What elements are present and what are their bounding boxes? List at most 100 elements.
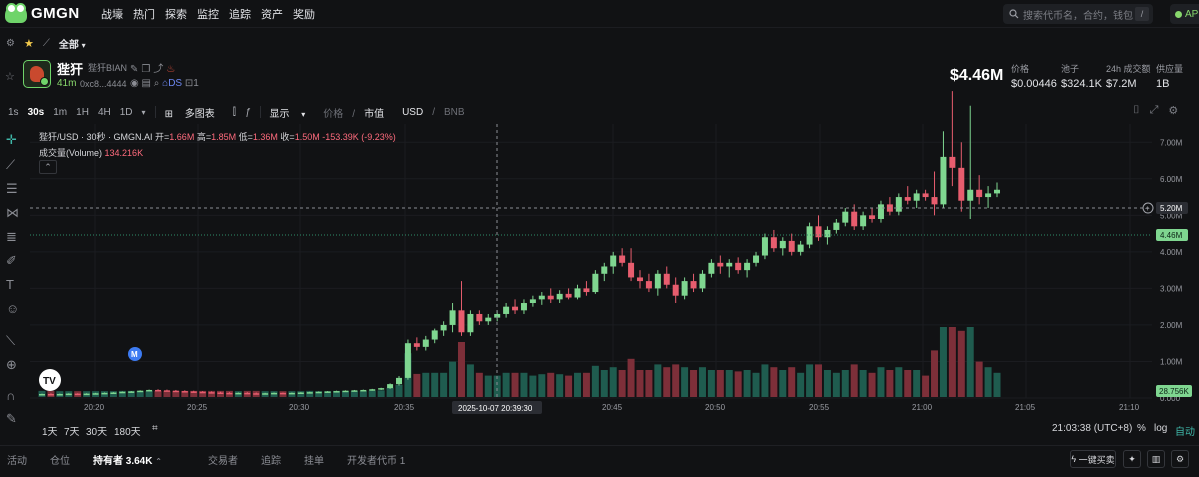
brush-icon[interactable]: ✐ xyxy=(6,253,17,268)
emoji-icon[interactable]: ☺ xyxy=(6,301,20,316)
volume-bar xyxy=(493,375,501,397)
tab-positions[interactable]: 仓位 xyxy=(50,456,70,467)
panel-settings-gear-icon[interactable]: ⚙ xyxy=(1171,450,1189,468)
search-input[interactable]: 搜索代币名，合约，钱包 / xyxy=(1003,4,1153,24)
copy-icon[interactable]: ❐ xyxy=(141,64,154,75)
display-dropdown[interactable]: 显示 ▾ xyxy=(270,105,315,120)
nav-link-rewards[interactable]: 奖励 xyxy=(293,8,315,21)
tab-tracking[interactable]: 追踪 xyxy=(260,456,281,467)
chart-trend-icon[interactable]: ⟋ xyxy=(42,37,50,49)
tab-dev-tokens[interactable]: 开发者代币 1 xyxy=(346,456,406,467)
currency-toggle[interactable]: USD / BNB xyxy=(402,106,465,118)
interval-1s[interactable]: 1s xyxy=(8,106,19,118)
interval-30s[interactable]: 30s xyxy=(27,106,45,118)
candle-body xyxy=(226,392,233,395)
range-30d[interactable]: 30天 xyxy=(86,427,108,438)
screenshot-camera-icon[interactable]: ⌷ xyxy=(1133,104,1140,116)
settings-gear-icon[interactable]: ⚙ xyxy=(6,37,15,49)
crosshair-time-label: 2025-10-07 20:39:30 xyxy=(458,404,533,413)
text-tool-icon[interactable]: T xyxy=(6,277,14,292)
layout-split-icon[interactable]: ▥ xyxy=(1147,450,1165,468)
volume-bar xyxy=(806,364,814,397)
candle-body xyxy=(753,255,760,263)
y-tick-label: 5.00M xyxy=(1160,211,1183,220)
nav-link-monitor[interactable]: 监控 xyxy=(197,8,219,21)
fib-retracement-icon[interactable]: ≣ xyxy=(6,229,17,244)
ruler-icon[interactable]: ⟍ xyxy=(6,333,16,348)
collapse-legend-button[interactable]: ⌃ xyxy=(39,160,57,174)
interval-1d[interactable]: 1D xyxy=(119,106,133,118)
horizontal-lines-icon[interactable]: ☰ xyxy=(6,181,18,196)
volume-bar xyxy=(761,364,769,397)
fullscreen-icon[interactable]: ⤢ xyxy=(1149,104,1159,116)
contract-address[interactable]: 0xc8...4444 xyxy=(80,79,127,89)
chart-clock[interactable]: 21:03:38 (UTC+8) xyxy=(1052,423,1133,434)
token-avatar[interactable] xyxy=(23,60,51,88)
pin-icon[interactable]: ✦ xyxy=(1123,450,1141,468)
candle-body xyxy=(65,393,72,396)
last-price-label: 4.46M xyxy=(1160,231,1183,240)
stat-price: 价格 $0.00446 xyxy=(1011,62,1057,90)
chart-settings-gear-icon[interactable]: ⚙ xyxy=(1168,105,1179,117)
toolbar-divider xyxy=(154,106,156,118)
candle-body xyxy=(556,293,563,300)
stat-pool-value: $324.1K xyxy=(1061,78,1102,90)
scope-dropdown[interactable]: 全部 ▾ xyxy=(59,36,86,51)
volume-bar xyxy=(172,390,180,397)
candle-body xyxy=(538,295,545,300)
candle-style-icon[interactable]: ⫿ xyxy=(232,106,236,118)
multi-chart-button[interactable]: ⊞ 多图表 xyxy=(165,105,224,120)
range-1d[interactable]: 1天 xyxy=(42,427,58,438)
edit-icon[interactable]: ✎ xyxy=(130,64,142,75)
dexscreener-link[interactable]: ⌂DS xyxy=(162,78,183,89)
add-alert-plus-icon xyxy=(1142,202,1154,214)
nav-link-trenches[interactable]: 战壕 xyxy=(101,8,123,21)
volume-legend-label: 成交量(Volume) xyxy=(39,148,103,158)
quick-buy-button[interactable]: ϟ 一键买卖 xyxy=(1070,450,1116,468)
volume-bar xyxy=(395,384,403,397)
interval-more-chevron-icon[interactable]: ▾ xyxy=(141,107,146,117)
share-icon[interactable]: ⤴ xyxy=(153,64,167,75)
candle-body xyxy=(869,215,876,219)
website-icon[interactable]: ◉ xyxy=(130,78,139,89)
tab-holders[interactable]: 持有者 3.64K ⌃ xyxy=(93,456,162,467)
candle-body xyxy=(976,189,983,198)
interval-1h[interactable]: 1H xyxy=(76,106,89,118)
tab-orders[interactable]: 挂单 xyxy=(303,456,324,467)
nav-link-explore[interactable]: 探索 xyxy=(165,8,187,21)
interval-4h[interactable]: 4H xyxy=(97,106,111,118)
nav-link-assets[interactable]: 资产 xyxy=(261,8,283,21)
volume-bar xyxy=(431,372,439,397)
zoom-in-icon[interactable]: ⊕ xyxy=(6,357,17,372)
crosshair-icon[interactable]: ✛ xyxy=(6,132,17,147)
volume-bar xyxy=(449,361,457,397)
document-icon[interactable]: ▤ xyxy=(141,78,151,89)
tab-activity[interactable]: 活动 xyxy=(7,456,27,467)
gmgn-logo[interactable]: GMGN xyxy=(5,2,95,23)
range-180d[interactable]: 180天 xyxy=(114,427,141,438)
percent-scale-toggle[interactable]: % xyxy=(1137,423,1146,434)
legend-change: -153.39K (-9.23%) xyxy=(322,132,396,142)
favorite-star-icon[interactable]: ★ xyxy=(23,37,34,50)
search-token-icon[interactable]: ⌕ xyxy=(153,78,160,89)
volume-bar xyxy=(618,370,626,397)
log-scale-toggle[interactable]: log xyxy=(1154,423,1168,434)
nav-link-track[interactable]: 追踪 xyxy=(229,8,251,21)
candle-body xyxy=(360,389,367,392)
trend-line-icon[interactable]: ⟋ xyxy=(6,157,16,172)
lock-drawings-icon[interactable]: ✎ xyxy=(6,411,17,426)
range-7d[interactable]: 7天 xyxy=(64,427,80,438)
indicator-fx-icon[interactable]: ƒ xyxy=(244,106,251,118)
tab-traders[interactable]: 交易者 xyxy=(207,456,238,467)
favorite-token-star-icon[interactable]: ☆ xyxy=(5,71,15,83)
goto-date-icon[interactable]: ⌗ xyxy=(152,423,158,434)
app-download-button[interactable]: APP xyxy=(1170,4,1199,24)
magnet-icon[interactable]: ∩ xyxy=(6,388,16,403)
price-chart[interactable]: 7.00M 6.00M 5.00M 4.00M 3.00M 2.00M 1.00M 0.000… xyxy=(0,0,1199,440)
nav-link-trending[interactable]: 热门 xyxy=(133,8,155,21)
auto-scale-toggle[interactable]: 自动 xyxy=(1175,427,1195,438)
volume-bar xyxy=(457,342,465,397)
pattern-icon[interactable]: ⋈ xyxy=(6,205,19,220)
price-mcap-toggle[interactable]: 价格 / 市值 xyxy=(323,108,385,120)
interval-1m[interactable]: 1m xyxy=(53,106,68,118)
